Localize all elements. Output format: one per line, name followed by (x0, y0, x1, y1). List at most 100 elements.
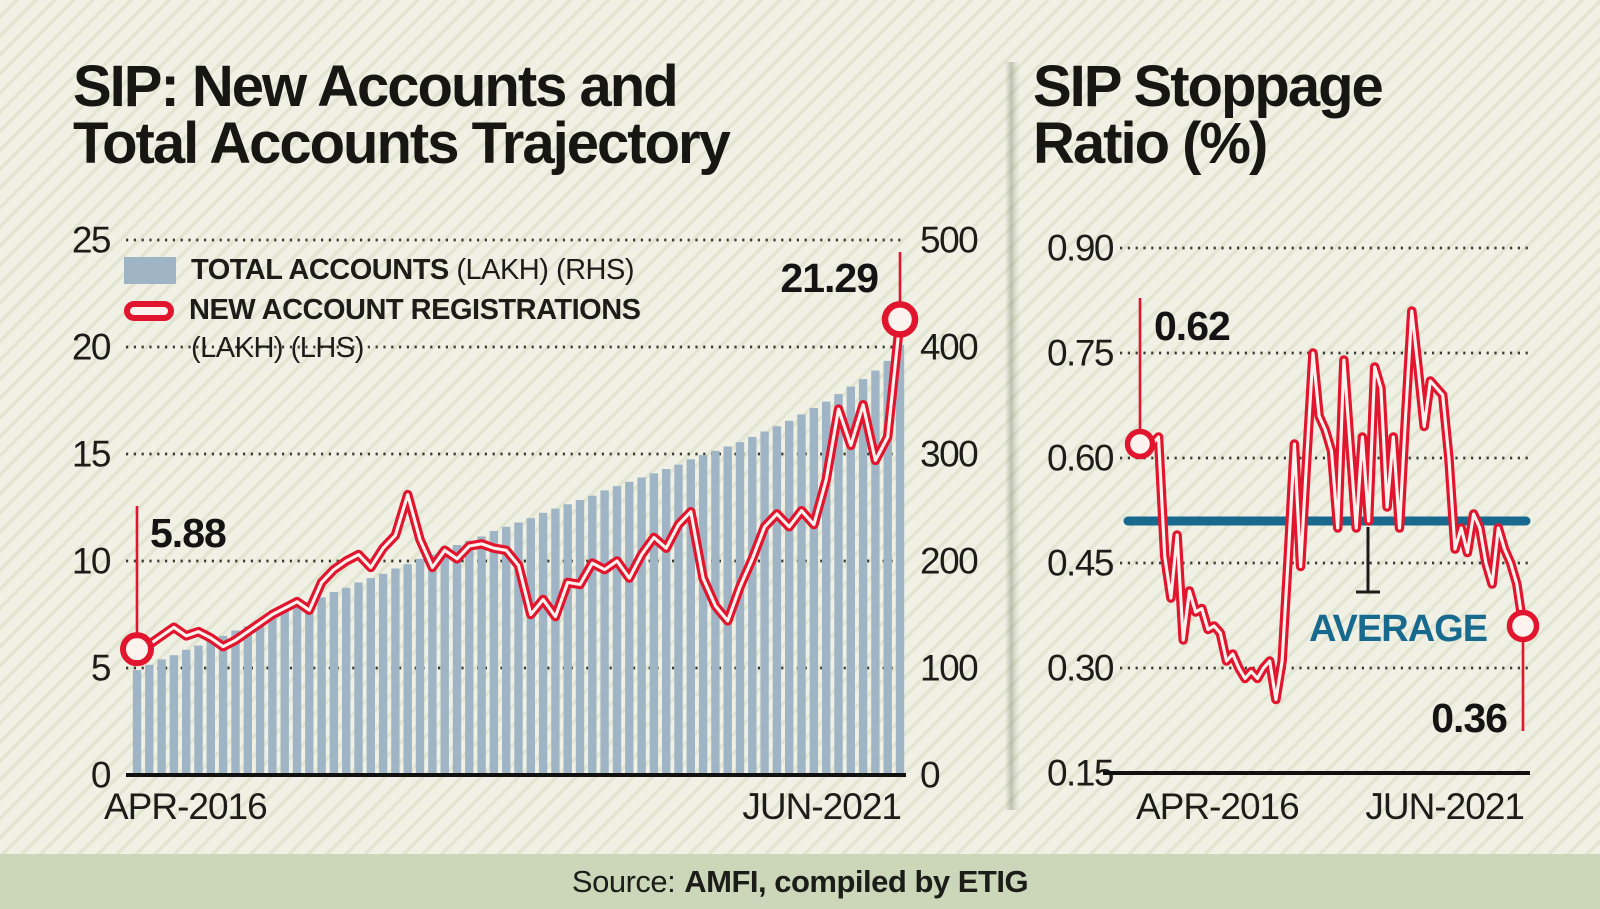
left-axis-tick: 20 (72, 327, 111, 368)
left-axis-tick: 15 (72, 434, 111, 475)
total-accounts-bar (305, 601, 314, 775)
y-axis-tick: 0.75 (1047, 333, 1114, 374)
total-accounts-bar (391, 568, 400, 775)
total-accounts-bar (255, 620, 265, 775)
legend-new-registrations-bold: NEW ACCOUNT REGISTRATIONS (189, 294, 641, 326)
legend-item-total-accounts: TOTAL ACCOUNTS (LAKH) (RHS) (124, 254, 641, 287)
total-accounts-bar (600, 490, 609, 775)
y-axis-tick: 0.60 (1047, 438, 1114, 479)
left-axis-tick: 25 (72, 220, 111, 261)
annotation-last-value: 21.29 (780, 255, 878, 301)
right-axis-tick: 400 (920, 327, 978, 368)
total-accounts-bar (785, 420, 794, 775)
total-accounts-bar (502, 526, 511, 775)
total-accounts-bar (538, 512, 548, 775)
chart-legend: TOTAL ACCOUNTS (LAKH) (RHS) NEW ACCOUNT … (124, 254, 641, 365)
stoppage-ratio-line (1124, 306, 1540, 705)
total-accounts-bar (662, 469, 671, 775)
total-accounts-bar (760, 431, 769, 775)
total-accounts-bar (809, 408, 819, 775)
total-accounts-bar (858, 379, 868, 775)
left-chart-title-line1: SIP: New Accounts and (73, 54, 679, 119)
total-accounts-bar (231, 630, 240, 775)
total-accounts-bar (403, 564, 412, 775)
left-axis-tick: 0 (91, 755, 111, 796)
total-accounts-bar (292, 607, 302, 775)
new-registrations-line (120, 301, 919, 667)
right-chart-title-line1: SIP Stoppage (1033, 54, 1384, 119)
legend-item-new-registrations: NEW ACCOUNT REGISTRATIONS (124, 294, 641, 327)
total-accounts-bar (206, 640, 215, 775)
x-label-start: APR-2016 (1136, 786, 1299, 827)
left-chart-gridlines: 0 0 5 100 10 200 15 300 20 400 25 500 (72, 220, 980, 796)
total-accounts-bar (465, 540, 474, 775)
total-accounts-bar (514, 522, 523, 775)
annotation-first-value: 0.62 (1154, 303, 1230, 349)
right-axis-tick: 0 (920, 755, 940, 796)
source-footer: Source: AMFI, compiled by ETIG (0, 854, 1600, 909)
start-marker (120, 632, 154, 667)
total-accounts-bar (822, 401, 831, 775)
x-label-end: JUN-2021 (1365, 786, 1524, 827)
left-axis-tick: 10 (72, 541, 111, 582)
line-swatch-icon (124, 300, 174, 321)
total-accounts-bar (317, 597, 326, 775)
y-axis-tick: 0.90 (1047, 228, 1114, 269)
total-accounts-bar (883, 360, 892, 775)
total-accounts-bar (637, 477, 646, 775)
end-marker (1506, 609, 1540, 643)
total-accounts-bar (378, 573, 388, 775)
total-accounts-bar (772, 426, 782, 775)
right-chart-title-line2: Ratio (%) (1033, 111, 1268, 176)
total-accounts-bar (797, 414, 806, 775)
bar-swatch-icon (124, 257, 176, 284)
total-accounts-bar (588, 495, 597, 775)
total-accounts-bar (452, 545, 462, 775)
total-accounts-bar (145, 664, 154, 775)
total-accounts-bar (625, 481, 634, 775)
left-axis-tick: 5 (91, 648, 111, 689)
total-accounts-bar (182, 649, 191, 775)
left-chart-title-line2: Total Accounts Trajectory (73, 111, 731, 176)
total-accounts-bar (551, 508, 560, 775)
annotation-first-value: 5.88 (150, 510, 226, 556)
total-accounts-bar (846, 386, 855, 775)
end-marker (881, 301, 919, 338)
total-accounts-bar (157, 659, 166, 775)
right-chart-title: SIP Stoppage Ratio (%) (1033, 58, 1384, 173)
average-line-group: AVERAGE (1123, 516, 1531, 650)
source-prefix: Source: (571, 863, 676, 899)
total-accounts-bar (575, 500, 585, 775)
source-text: AMFI, compiled by ETIG (684, 863, 1029, 899)
right-axis-tick: 500 (920, 220, 978, 261)
total-accounts-bar (342, 587, 351, 776)
total-accounts-bar (735, 442, 745, 775)
legend-total-accounts-label: TOTAL ACCOUNTS (LAKH) (RHS) (191, 254, 634, 287)
total-accounts-bar (132, 670, 142, 775)
total-accounts-bar (526, 518, 535, 775)
legend-total-accounts-rest: (LAKH) (RHS) (456, 254, 634, 286)
average-label: AVERAGE (1309, 608, 1487, 650)
start-marker (1124, 428, 1156, 460)
total-accounts-bar (477, 536, 486, 775)
total-accounts-bar (194, 645, 203, 775)
left-chart-title: SIP: New Accounts and Total Accounts Traj… (73, 58, 731, 173)
right-chart-x-labels: APR-2016 JUN-2021 (1136, 786, 1525, 827)
right-chart-annotations: 0.62 0.36 (1138, 298, 1525, 741)
total-accounts-bar (674, 464, 683, 775)
x-label-end: JUN-2021 (742, 786, 901, 827)
total-accounts-bar (563, 504, 572, 775)
total-accounts-bar (243, 626, 252, 775)
total-accounts-bar (871, 370, 880, 775)
total-accounts-bar (440, 550, 449, 775)
legend-new-registrations-rest: (LAKH) (LHS) (191, 332, 364, 364)
y-axis-tick: 0.45 (1047, 543, 1114, 584)
total-accounts-bar (218, 635, 228, 775)
legend-new-registrations-label: NEW ACCOUNT REGISTRATIONS (189, 294, 641, 327)
total-accounts-bar (686, 459, 695, 775)
total-accounts-bar (895, 344, 905, 775)
legend-total-accounts-bold: TOTAL ACCOUNTS (191, 254, 449, 286)
total-accounts-bar (489, 531, 499, 775)
total-accounts-bar (329, 592, 339, 775)
